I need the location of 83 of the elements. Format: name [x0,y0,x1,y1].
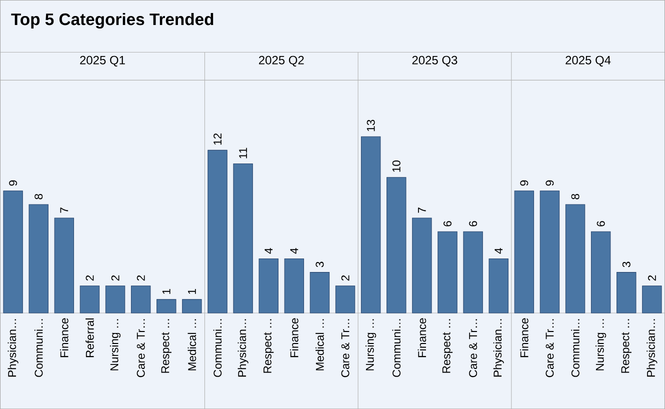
bar [335,286,356,314]
x-tick-label: Physician… [238,319,248,376]
bar [3,190,23,314]
data-label: 1 [162,288,170,294]
x-tick-label: Care & Tr… [546,319,554,378]
bar [540,190,560,314]
x-tick-label: Nursing … [596,319,606,370]
data-label: 8 [571,194,580,200]
data-label: 7 [60,208,68,213]
data-label: 1 [188,288,196,294]
x-tick-label: Finance [418,318,426,357]
x-tick-label: Care & Tr… [136,319,145,378]
data-label: 2 [136,275,145,281]
x-tick-label: Care & Tr… [341,319,350,378]
bar [438,231,458,314]
bar [130,286,151,314]
x-tick-label: Physician… [8,319,18,376]
x-tick-label: Medical … [316,319,324,370]
bar [156,299,176,314]
x-tick-label: Respect … [264,319,274,373]
data-label: 4 [494,248,503,254]
data-label: 10 [392,160,400,172]
x-tick-label: Respect … [442,319,453,373]
x-tick-label: Finance [60,318,68,357]
x-tick-label: Medical … [188,319,196,370]
chart-subtitle: 2025 Q2 [258,56,304,66]
data-label: 3 [316,262,324,268]
x-tick-label: Respect … [161,319,172,373]
bar [590,231,611,314]
data-label: 9 [546,180,554,186]
bar [284,258,304,314]
x-tick-label: Finance [290,318,298,357]
bar [514,190,534,314]
bar [616,272,636,314]
x-tick-label: Physician… [493,319,504,376]
data-label: 9 [9,180,18,186]
x-tick-label: Respect … [621,319,632,373]
chart-title: Top 5 Categories Trended [11,12,214,28]
data-label: 3 [622,262,630,268]
data-label: 11 [239,148,247,158]
bar [488,258,508,314]
x-tick-label: Physician… [646,319,658,376]
data-label: 2 [341,275,350,281]
bar [310,272,330,314]
data-label: 2 [648,275,656,281]
data-label: 8 [34,194,43,200]
x-tick-label: Referral [86,318,94,357]
x-tick-label: Finance [520,318,528,357]
data-label: 2 [111,275,120,281]
data-label: 13 [366,120,375,131]
chart-subtitle: 2025 Q4 [566,56,611,66]
bar [258,258,278,314]
x-tick-label: Communi… [392,319,401,377]
data-label: 4 [290,248,298,254]
x-tick-label: Communi… [213,319,222,377]
bar [54,218,74,314]
bar [105,286,126,314]
data-label: 2 [86,275,94,281]
bar [642,286,662,314]
bar [386,176,406,314]
bar [565,204,586,314]
data-label: 4 [264,248,273,254]
data-label: 12 [214,133,222,145]
x-tick-label: Care & Tr… [469,319,478,378]
data-label: 6 [469,220,478,226]
x-tick-label: Communi… [34,319,43,377]
chart-subtitle: 2025 Q1 [80,56,125,66]
bar [182,299,202,314]
data-label: 6 [444,220,452,226]
bar [80,286,100,314]
chart-subtitle: 2025 Q3 [412,56,458,66]
bar [360,136,381,314]
x-tick-label: Nursing … [110,319,121,370]
data-label: 7 [418,208,426,213]
data-label: 6 [596,220,605,226]
bar [208,150,228,314]
bar [233,163,253,314]
bar [463,231,483,314]
bar [412,218,432,314]
bar [28,204,48,314]
x-tick-label: Nursing … [366,319,376,370]
x-tick-label: Communi… [571,319,580,377]
data-label: 9 [520,180,528,186]
